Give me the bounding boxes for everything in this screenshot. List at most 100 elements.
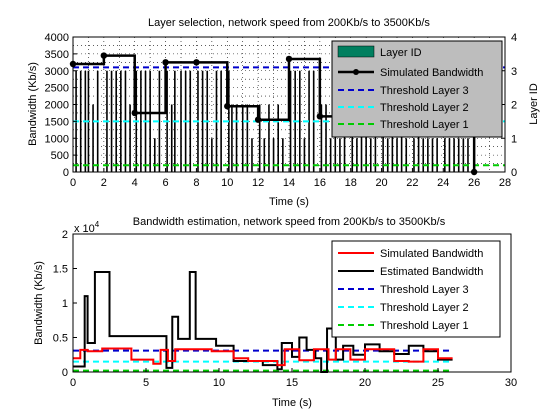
top-legend-label-simulated: Simulated Bandwidth xyxy=(380,67,483,79)
top-layer-id-bar xyxy=(427,138,429,172)
top-x-tick-label: 2 xyxy=(101,177,107,189)
top-y-tick-label: 1000 xyxy=(45,133,69,145)
bottom-y-tick-label: 0.5 xyxy=(53,333,68,345)
top-simulated-point xyxy=(162,59,169,66)
top-x-tick-label: 6 xyxy=(163,177,169,189)
top-layer-id-bar xyxy=(386,138,389,172)
top-x-tick-label: 0 xyxy=(70,177,76,189)
top-layer-id-bar xyxy=(320,104,323,172)
top-y-tick-label: 0 xyxy=(63,167,69,179)
top-layer-id-bar xyxy=(201,70,204,172)
top-layer-id-bar xyxy=(360,104,363,172)
top-x-tick-label: 8 xyxy=(193,177,199,189)
top-layer-id-bar xyxy=(79,70,82,172)
top-legend-label-th3: Threshold Layer 3 xyxy=(380,85,469,97)
bottom-legend-label-simulated: Simulated Bandwidth xyxy=(380,248,483,260)
top-simulated-point xyxy=(254,116,262,123)
top-x-tick-label: 18 xyxy=(345,177,357,189)
bottom-x-axis-label: Time (s) xyxy=(272,397,312,409)
top-x-tick-label: 28 xyxy=(499,177,511,189)
bottom-legend-label-th2: Threshold Layer 2 xyxy=(380,302,469,314)
top-y-axis-label-right: Layer ID xyxy=(528,83,540,125)
top-layer-id-bar xyxy=(405,138,408,172)
top-layer-id-bar xyxy=(417,104,420,172)
top-y-right-tick-label: 2 xyxy=(511,100,517,112)
top-layer-id-bar xyxy=(158,70,161,172)
bottom-x-tick-label: 25 xyxy=(432,377,444,389)
top-y-right-tick-label: 4 xyxy=(511,32,517,44)
top-layer-id-bar xyxy=(431,138,434,172)
top-x-tick-label: 24 xyxy=(437,177,449,189)
top-layer-id-bar xyxy=(251,138,253,172)
top-y-tick-label: 2500 xyxy=(45,83,69,95)
top-layer-id-bar xyxy=(369,138,372,172)
top-layer-id-bar xyxy=(308,70,310,172)
top-simulated-point xyxy=(316,113,324,120)
top-layer-id-bar xyxy=(413,138,415,172)
bottom-estimated-bandwidth xyxy=(73,270,453,373)
top-simulated-point xyxy=(100,52,108,59)
top-y-right-tick-label: 0 xyxy=(511,167,517,179)
top-layer-id-bar xyxy=(448,138,451,172)
bottom-y-tick-label: 1 xyxy=(62,298,68,310)
top-layer-id-bar xyxy=(235,104,238,172)
top-layer-id-bar xyxy=(339,138,341,172)
top-y-axis-label: Bandwidth (Kb/s) xyxy=(27,62,39,146)
bottom-exponent-power: 4 xyxy=(95,220,100,229)
top-layer-id-bar xyxy=(220,70,222,172)
top-layer-id-bar xyxy=(329,138,332,172)
bottom-legend-label-estimated: Estimated Bandwidth xyxy=(380,266,483,278)
bottom-x-tick-label: 20 xyxy=(359,377,371,389)
bottom-x-tick-label: 0 xyxy=(70,377,76,389)
top-layer-id-bar xyxy=(153,138,156,172)
top-chart: Layer selection, network speed from 200K… xyxy=(27,17,540,208)
bottom-x-tick-label: 10 xyxy=(213,377,225,389)
bottom-exponent-base: x 10 xyxy=(74,223,95,235)
top-layer-id-bar xyxy=(241,104,244,172)
top-x-tick-label: 10 xyxy=(221,177,233,189)
top-layer-id-bar xyxy=(92,104,94,172)
top-legend-label-th2: Threshold Layer 2 xyxy=(380,102,469,114)
top-layer-id-bar xyxy=(268,104,270,172)
top-layer-id-bar xyxy=(189,70,192,172)
top-simulated-point xyxy=(224,102,231,110)
bottom-y-tick-label: 0 xyxy=(62,367,68,379)
top-layer-id-bar xyxy=(120,70,122,172)
top-simulated-point xyxy=(193,59,200,66)
top-layer-id-bar xyxy=(303,138,306,172)
top-layer-id-bar xyxy=(400,104,403,172)
top-y-tick-label: 3000 xyxy=(45,66,69,78)
top-y-tick-label: 4000 xyxy=(45,32,69,44)
bottom-y-tick-label: 2 xyxy=(62,229,68,241)
top-y-tick-label: 2000 xyxy=(45,100,69,112)
top-layer-id-bar xyxy=(334,104,337,172)
top-layer-id-bar xyxy=(246,104,249,172)
top-layer-id-bar xyxy=(231,104,233,172)
top-legend-marker-simulated xyxy=(353,69,359,75)
bottom-chart-title: Bandwidth estimation, network speed from… xyxy=(133,216,446,228)
top-layer-id-bar xyxy=(343,104,346,172)
top-layer-id-bar xyxy=(149,70,151,172)
top-x-tick-label: 26 xyxy=(468,177,480,189)
top-layer-id-bar xyxy=(356,138,358,172)
bottom-legend-label-th3: Threshold Layer 3 xyxy=(380,284,469,296)
top-layer-id-bar xyxy=(422,138,425,172)
bottom-x-ticks: 0 5 10 15 20 25 30 xyxy=(70,368,517,389)
top-x-tick-label: 20 xyxy=(375,177,387,189)
top-y-right-tick-label: 3 xyxy=(511,66,517,78)
bottom-legend-label-th1: Threshold Layer 1 xyxy=(380,320,469,332)
bottom-chart: Bandwidth estimation, network speed from… xyxy=(33,216,517,409)
top-y-ticks: 0 500 1000 1500 2000 2500 3000 3500 4000 xyxy=(45,32,77,179)
bottom-x-tick-label: 5 xyxy=(143,377,149,389)
top-layer-id-bar xyxy=(325,104,327,172)
top-layer-id-bar xyxy=(467,138,469,172)
top-layer-id-bar xyxy=(129,104,131,172)
top-layer-id-bar xyxy=(382,104,384,172)
bottom-y-axis-label: Bandwidth (Kb/s) xyxy=(33,261,45,345)
top-simulated-point xyxy=(131,109,138,117)
top-x-tick-label: 14 xyxy=(283,177,295,189)
top-layer-id-bar xyxy=(110,70,113,172)
top-layer-id-bar xyxy=(258,104,261,172)
top-y-tick-label: 3500 xyxy=(45,49,69,61)
